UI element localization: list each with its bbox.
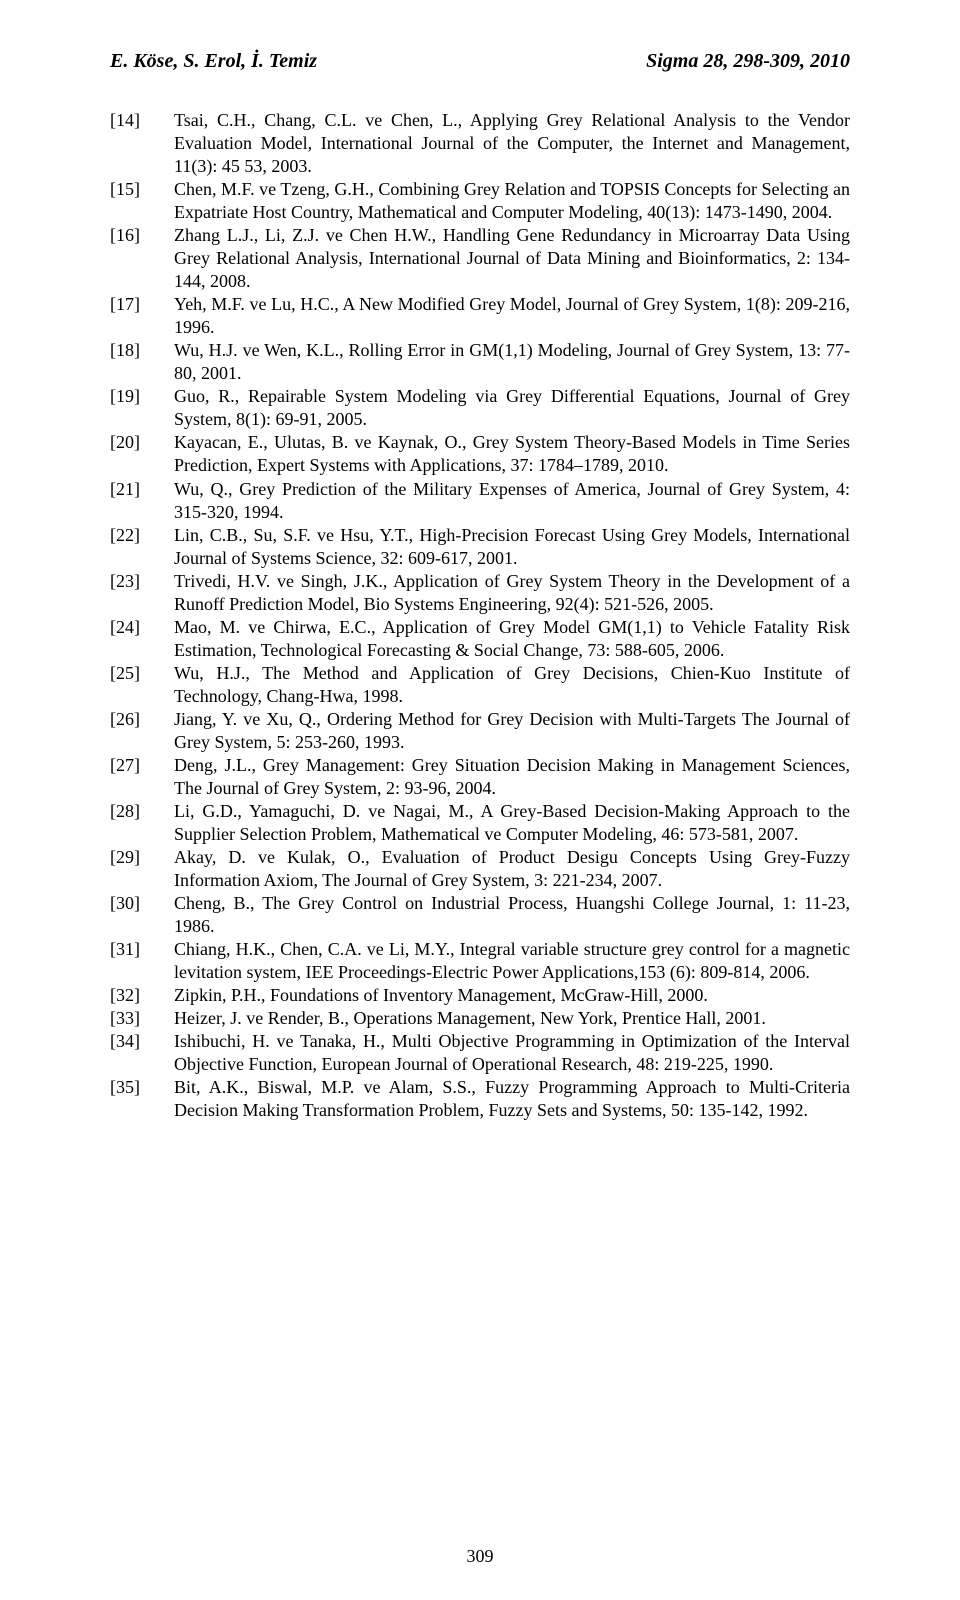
reference-number: [21] [110,478,174,524]
reference-number: [15] [110,178,174,224]
reference-number: [31] [110,938,174,984]
reference-text: Trivedi, H.V. ve Singh, J.K., Applicatio… [174,570,850,616]
reference-number: [19] [110,385,174,431]
page-number: 309 [0,1546,960,1567]
reference-item: [16]Zhang L.J., Li, Z.J. ve Chen H.W., H… [110,224,850,293]
reference-text: Zhang L.J., Li, Z.J. ve Chen H.W., Handl… [174,224,850,293]
reference-text: Kayacan, E., Ulutas, B. ve Kaynak, O., G… [174,431,850,477]
reference-text: Akay, D. ve Kulak, O., Evaluation of Pro… [174,846,850,892]
reference-text: Ishibuchi, H. ve Tanaka, H., Multi Objec… [174,1030,850,1076]
reference-item: [34]Ishibuchi, H. ve Tanaka, H., Multi O… [110,1030,850,1076]
reference-number: [34] [110,1030,174,1076]
header-authors: E. Köse, S. Erol, İ. Temiz [110,50,317,73]
reference-text: Bit, A.K., Biswal, M.P. ve Alam, S.S., F… [174,1076,850,1122]
reference-item: [18]Wu, H.J. ve Wen, K.L., Rolling Error… [110,339,850,385]
reference-number: [28] [110,800,174,846]
reference-item: [26]Jiang, Y. ve Xu, Q., Ordering Method… [110,708,850,754]
reference-item: [27]Deng, J.L., Grey Management: Grey Si… [110,754,850,800]
reference-number: [26] [110,708,174,754]
reference-item: [31]Chiang, H.K., Chen, C.A. ve Li, M.Y.… [110,938,850,984]
reference-item: [30]Cheng, B., The Grey Control on Indus… [110,892,850,938]
header-journal: Sigma 28, 298-309, 2010 [646,50,850,73]
page: E. Köse, S. Erol, İ. Temiz Sigma 28, 298… [0,0,960,1600]
reference-item: [20]Kayacan, E., Ulutas, B. ve Kaynak, O… [110,431,850,477]
reference-text: Wu, Q., Grey Prediction of the Military … [174,478,850,524]
reference-text: Deng, J.L., Grey Management: Grey Situat… [174,754,850,800]
reference-item: [24]Mao, M. ve Chirwa, E.C., Application… [110,616,850,662]
reference-number: [32] [110,984,174,1007]
reference-item: [28]Li, G.D., Yamaguchi, D. ve Nagai, M.… [110,800,850,846]
reference-text: Heizer, J. ve Render, B., Operations Man… [174,1007,850,1030]
reference-text: Li, G.D., Yamaguchi, D. ve Nagai, M., A … [174,800,850,846]
reference-item: [19]Guo, R., Repairable System Modeling … [110,385,850,431]
reference-text: Cheng, B., The Grey Control on Industria… [174,892,850,938]
reference-item: [32]Zipkin, P.H., Foundations of Invento… [110,984,850,1007]
reference-text: Jiang, Y. ve Xu, Q., Ordering Method for… [174,708,850,754]
reference-item: [23]Trivedi, H.V. ve Singh, J.K., Applic… [110,570,850,616]
reference-number: [27] [110,754,174,800]
reference-item: [25]Wu, H.J., The Method and Application… [110,662,850,708]
reference-number: [16] [110,224,174,293]
reference-item: [29]Akay, D. ve Kulak, O., Evaluation of… [110,846,850,892]
reference-text: Chen, M.F. ve Tzeng, G.H., Combining Gre… [174,178,850,224]
reference-text: Zipkin, P.H., Foundations of Inventory M… [174,984,850,1007]
reference-number: [30] [110,892,174,938]
reference-number: [14] [110,109,174,178]
reference-item: [17]Yeh, M.F. ve Lu, H.C., A New Modifie… [110,293,850,339]
reference-text: Wu, H.J., The Method and Application of … [174,662,850,708]
reference-number: [17] [110,293,174,339]
reference-text: Chiang, H.K., Chen, C.A. ve Li, M.Y., In… [174,938,850,984]
reference-number: [24] [110,616,174,662]
reference-item: [15]Chen, M.F. ve Tzeng, G.H., Combining… [110,178,850,224]
reference-text: Yeh, M.F. ve Lu, H.C., A New Modified Gr… [174,293,850,339]
reference-item: [35]Bit, A.K., Biswal, M.P. ve Alam, S.S… [110,1076,850,1122]
reference-number: [25] [110,662,174,708]
reference-number: [33] [110,1007,174,1030]
page-header: E. Köse, S. Erol, İ. Temiz Sigma 28, 298… [110,50,850,73]
reference-text: Mao, M. ve Chirwa, E.C., Application of … [174,616,850,662]
reference-item: [22]Lin, C.B., Su, S.F. ve Hsu, Y.T., Hi… [110,524,850,570]
reference-list: [14]Tsai, C.H., Chang, C.L. ve Chen, L.,… [110,109,850,1122]
reference-number: [18] [110,339,174,385]
reference-number: [22] [110,524,174,570]
reference-number: [35] [110,1076,174,1122]
reference-text: Lin, C.B., Su, S.F. ve Hsu, Y.T., High-P… [174,524,850,570]
reference-number: [29] [110,846,174,892]
reference-number: [23] [110,570,174,616]
reference-number: [20] [110,431,174,477]
reference-item: [14]Tsai, C.H., Chang, C.L. ve Chen, L.,… [110,109,850,178]
reference-text: Guo, R., Repairable System Modeling via … [174,385,850,431]
reference-text: Tsai, C.H., Chang, C.L. ve Chen, L., App… [174,109,850,178]
reference-item: [33]Heizer, J. ve Render, B., Operations… [110,1007,850,1030]
reference-item: [21]Wu, Q., Grey Prediction of the Milit… [110,478,850,524]
reference-text: Wu, H.J. ve Wen, K.L., Rolling Error in … [174,339,850,385]
